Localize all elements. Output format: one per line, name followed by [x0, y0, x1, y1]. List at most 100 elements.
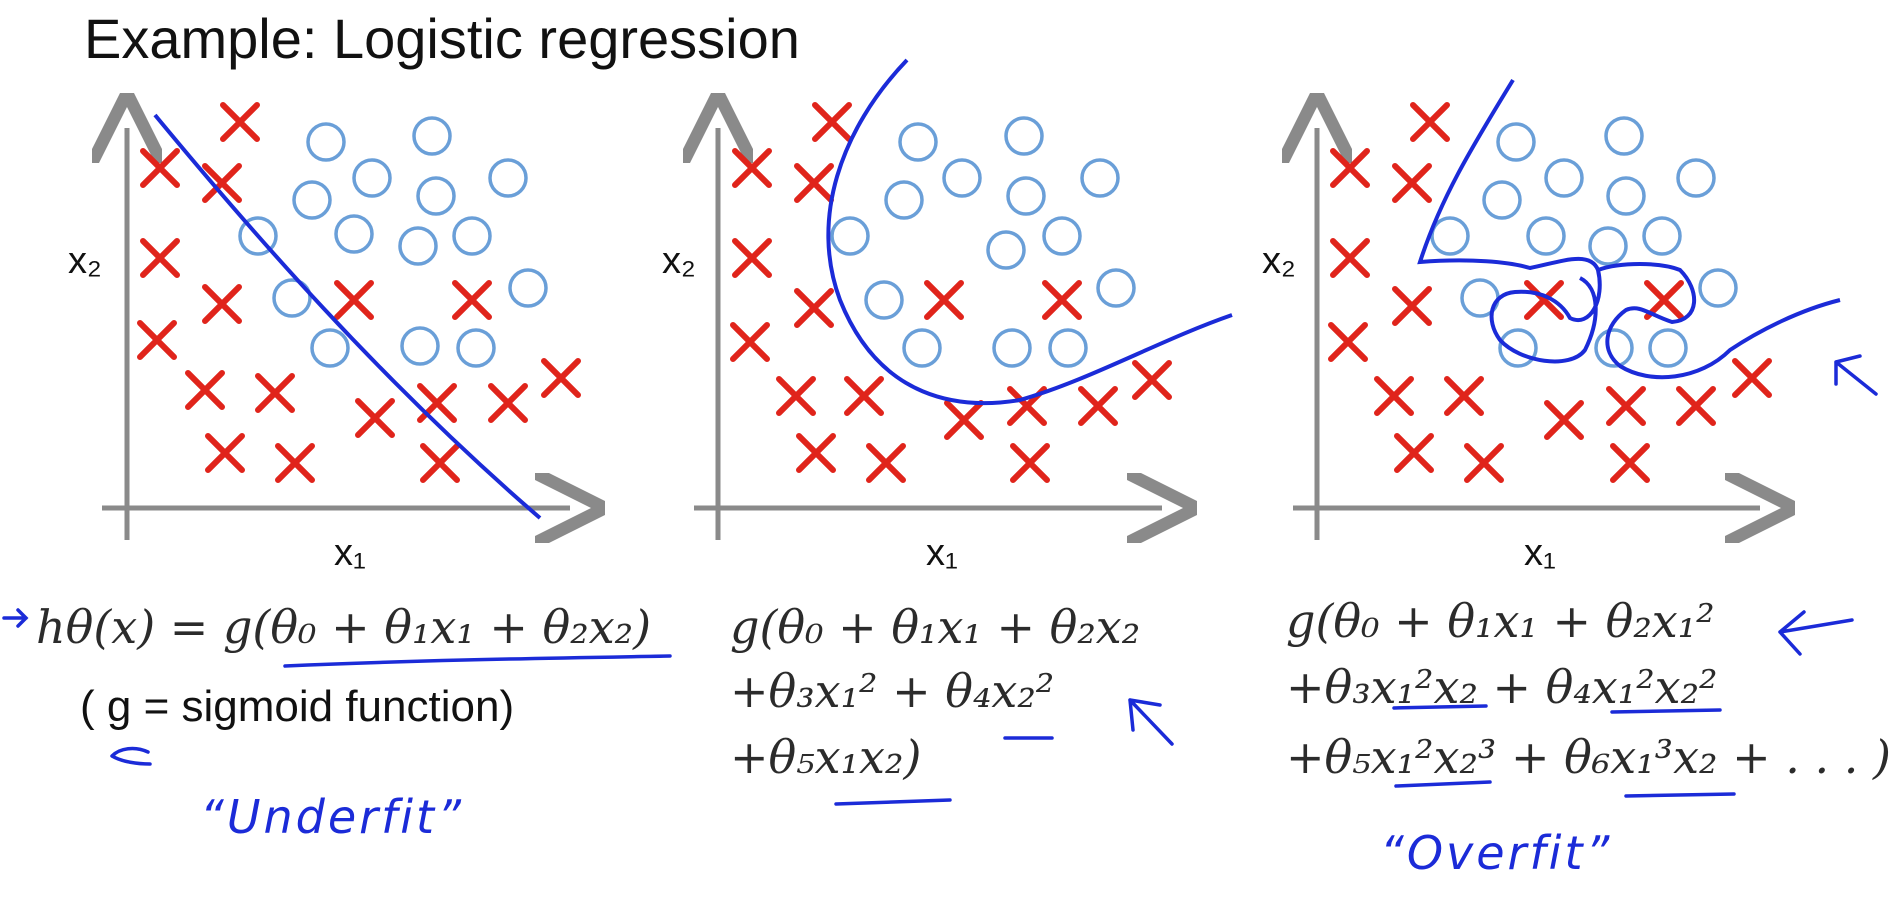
cross-marker: [220, 102, 260, 142]
cross-marker: [140, 148, 180, 188]
hypothesis-linear: hθ(x) = g(θ₀ + θ₁x₁ + θ₂x₂): [36, 600, 652, 654]
circle-marker: [1096, 268, 1136, 308]
cross-marker: [1392, 286, 1432, 326]
cross-marker: [137, 320, 177, 360]
cross-marker: [1644, 280, 1684, 320]
underline-x1x2: [834, 798, 952, 806]
cross-marker: [202, 284, 242, 324]
cross-marker: [1544, 400, 1584, 440]
crosses-1: [137, 102, 581, 483]
sigmoid-note: ( g = sigmoid function): [80, 682, 515, 731]
circle-marker: [1006, 176, 1046, 216]
circle-marker: [452, 216, 492, 256]
hypothesis-quadratic-line-2: +θ₃x₁² + θ₄x₂²: [730, 664, 1055, 718]
cross-marker: [944, 400, 984, 440]
cross-marker: [541, 358, 581, 398]
cross-marker: [275, 443, 315, 483]
circle-marker: [1642, 216, 1682, 256]
cross-marker: [1132, 360, 1172, 400]
cross-marker: [1732, 358, 1772, 398]
underline-p3-d: [1624, 792, 1736, 798]
cross-marker: [420, 443, 460, 483]
cross-marker: [794, 163, 834, 203]
cross-marker: [812, 102, 852, 142]
circle-marker: [864, 280, 904, 320]
x-axis-label-2: x₁: [926, 532, 958, 574]
hypothesis-quadratic-line-3: +θ₅x₁x₂): [730, 730, 922, 784]
cross-marker: [1042, 280, 1082, 320]
underline-p3-a: [1392, 704, 1488, 710]
circle-marker: [1594, 328, 1634, 368]
cross-marker: [1524, 280, 1564, 320]
y-axis-label-2: x₂: [662, 240, 696, 282]
cross-marker: [355, 398, 395, 438]
cross-marker: [1078, 386, 1118, 426]
circle-marker: [1042, 216, 1082, 256]
circle-marker: [1048, 328, 1088, 368]
circle-marker: [398, 226, 438, 266]
cross-marker: [1010, 443, 1050, 483]
circle-marker: [942, 158, 982, 198]
circle-marker: [416, 176, 456, 216]
cross-marker: [1394, 433, 1434, 473]
decision-boundary-quadratic: [826, 58, 1233, 406]
circles-2: [830, 116, 1136, 368]
circle-marker: [1604, 116, 1644, 156]
pointer-arrow-left: [2, 608, 29, 628]
circle-marker: [1004, 116, 1044, 156]
cross-marker: [1328, 322, 1368, 362]
cross-marker: [255, 373, 295, 413]
cross-marker: [1606, 386, 1646, 426]
underline-h1: [283, 654, 672, 668]
cross-marker: [140, 238, 180, 278]
hypothesis-highorder-line-3: +θ₅x₁²x₂³ + θ₆x₁³x₂ + . . . ): [1286, 730, 1890, 784]
pointer-arrow-up-3: [1834, 354, 1878, 396]
plot-2: [694, 58, 1233, 540]
cross-marker: [1330, 238, 1370, 278]
circle-marker: [986, 230, 1026, 270]
circle-marker: [508, 268, 548, 308]
handwritten-marks: [2, 354, 1878, 806]
circle-marker: [884, 180, 924, 220]
hypothesis-highorder-line-2: +θ₃x₁²x₂ + θ₄x₁²x₂²: [1286, 660, 1718, 714]
cross-marker: [334, 280, 374, 320]
circle-marker: [310, 328, 350, 368]
circle-marker: [412, 116, 452, 156]
cross-marker: [1330, 148, 1370, 188]
crosses-2: [730, 102, 1172, 483]
circle-marker: [334, 214, 374, 254]
hypothesis-quadratic-line-1: g(θ₀ + θ₁x₁ + θ₂x₂: [730, 600, 1141, 654]
cross-marker: [794, 288, 834, 328]
circle-marker: [1496, 122, 1536, 162]
circle-marker: [1676, 158, 1716, 198]
circle-marker: [400, 326, 440, 366]
cross-marker: [730, 322, 770, 362]
y-axis-label-3: x₂: [1262, 240, 1296, 282]
cross-marker: [452, 280, 492, 320]
plot-3: [1293, 78, 1841, 540]
cross-marker: [488, 383, 528, 423]
circle-marker: [292, 180, 332, 220]
circles-3: [1430, 116, 1738, 368]
circle-marker: [272, 278, 312, 318]
circle-marker: [992, 328, 1032, 368]
cross-marker: [202, 163, 242, 203]
cross-marker: [1464, 443, 1504, 483]
circle-marker: [1648, 328, 1688, 368]
cross-marker: [776, 376, 816, 416]
cross-marker: [205, 433, 245, 473]
cross-marker: [732, 238, 772, 278]
circles-1: [238, 116, 548, 368]
underline-p3-c: [1394, 780, 1492, 788]
underfit-label: “Underfit”: [200, 790, 464, 844]
circle-marker: [1544, 158, 1584, 198]
crosses-3: [1328, 102, 1772, 483]
circle-marker: [898, 122, 938, 162]
cross-marker: [796, 433, 836, 473]
cross-marker: [1410, 102, 1450, 142]
decision-boundary-complex: [1417, 78, 1841, 380]
hypothesis-highorder-line-1: g(θ₀ + θ₁x₁ + θ₂x₁²: [1286, 594, 1715, 648]
circle-marker: [1526, 216, 1566, 256]
